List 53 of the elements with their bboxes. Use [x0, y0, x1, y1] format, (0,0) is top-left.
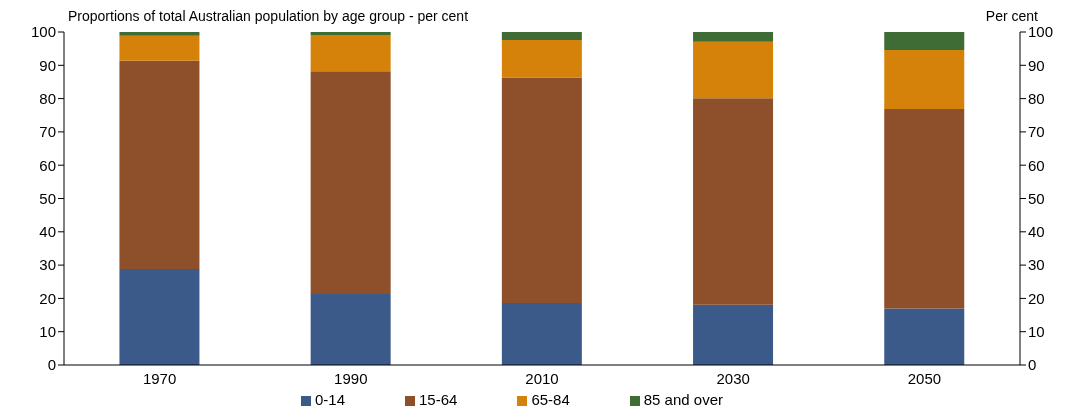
y2-tick-label: 40	[1028, 223, 1045, 241]
y2-tick-label: 90	[1028, 56, 1045, 74]
x-tick-label: 1990	[334, 369, 368, 387]
y2-tick-label: 70	[1028, 123, 1045, 141]
y-tick-label: 60	[39, 156, 56, 174]
x-tick-label: 1970	[142, 369, 177, 387]
bar	[310, 35, 391, 72]
y-tick-label: 40	[39, 223, 56, 241]
bar	[119, 60, 200, 270]
bar	[310, 294, 391, 365]
y2-tick-label: 50	[1028, 189, 1045, 207]
y2-tick-label: 0	[1028, 356, 1037, 374]
bar	[501, 32, 582, 40]
y2-axis-title: Per cent	[985, 8, 1038, 24]
y-tick-label: 50	[39, 189, 56, 207]
bar	[501, 77, 582, 304]
bar	[501, 303, 582, 365]
bar	[884, 32, 965, 50]
bar	[884, 308, 965, 365]
y-tick-label: 90	[39, 56, 56, 74]
y-tick-label: 20	[39, 289, 56, 307]
bar	[119, 269, 200, 365]
y-tick-label: 80	[39, 89, 56, 107]
y2-tick-label: 60	[1028, 156, 1045, 174]
bar	[884, 108, 965, 309]
y2-tick-label: 10	[1028, 323, 1045, 341]
bar	[310, 71, 391, 295]
bar	[119, 35, 200, 61]
bar	[693, 32, 774, 42]
y-tick-label: 0	[47, 356, 56, 374]
bar	[501, 39, 582, 78]
legend-label: 85 and over	[643, 391, 723, 408]
bar	[119, 32, 200, 36]
y2-tick-label: 20	[1028, 289, 1045, 307]
y2-tick-label: 80	[1028, 89, 1045, 107]
y-tick-label: 100	[30, 23, 56, 41]
y-tick-label: 70	[39, 123, 56, 141]
bar	[884, 49, 965, 109]
x-tick-label: 2010	[525, 369, 559, 387]
y-tick-label: 30	[39, 256, 56, 274]
chart-title: Proportions of total Australian population by age group - per cent	[68, 8, 469, 24]
y-tick-label: 10	[39, 323, 56, 341]
legend-label: 15-64	[419, 391, 458, 408]
y2-tick-label: 30	[1028, 256, 1045, 274]
y2-tick-label: 100	[1028, 23, 1054, 41]
bar	[693, 41, 774, 99]
bar	[693, 304, 774, 365]
bar	[310, 32, 391, 35]
x-tick-label: 2030	[716, 369, 750, 387]
bar	[693, 98, 774, 305]
legend-label: 0-14	[314, 391, 346, 408]
x-tick-label: 2050	[907, 369, 942, 387]
legend-label: 65-84	[531, 391, 570, 408]
